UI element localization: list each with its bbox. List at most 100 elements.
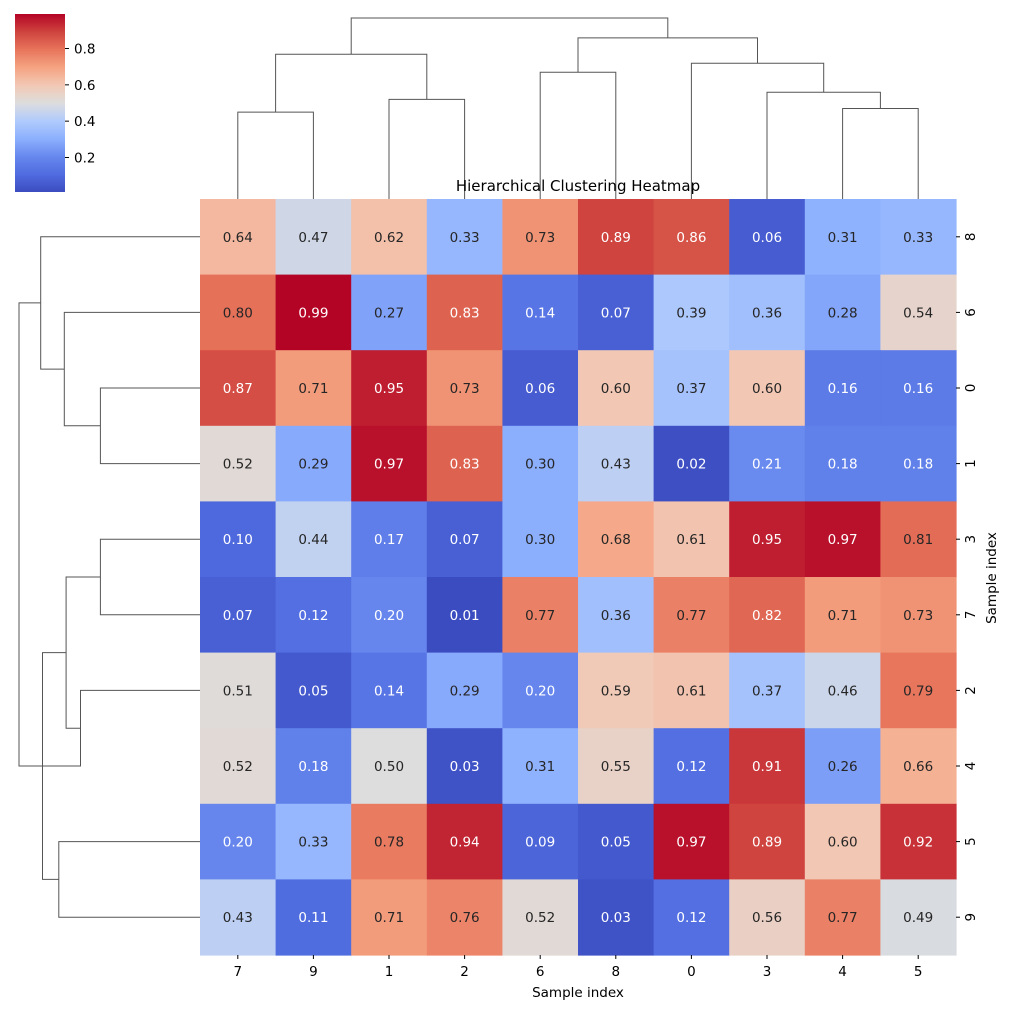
cell-value-label: 0.61	[676, 532, 706, 548]
cell-value-label: 0.17	[374, 532, 404, 548]
column-dendrogram-link	[350, 17, 669, 55]
heatmap-cell	[351, 803, 428, 880]
heatmap-cell	[502, 350, 579, 427]
cell-value-label: 0.87	[223, 381, 253, 397]
cell-value-label: 0.86	[676, 230, 706, 246]
y-tick-label: 7	[963, 611, 979, 620]
cell-value-label: 0.43	[601, 457, 631, 473]
y-tick-label: 0	[963, 384, 979, 393]
colorbar-ticks: 0.2 0.4 0.6 0.8	[65, 42, 95, 166]
heatmap-cell	[653, 350, 730, 427]
cell-value-label: 0.55	[601, 759, 631, 775]
cell-value-label: 0.59	[601, 683, 631, 699]
colorbar-tick-label: 0.2	[74, 150, 95, 166]
heatmap-cell	[200, 274, 277, 351]
y-axis-ticks: 8 6 0 1 3 7 2 4 5 9	[956, 233, 979, 922]
heatmap-cell	[578, 501, 655, 578]
cell-value-label: 0.52	[223, 457, 253, 473]
x-tick-label: 5	[914, 964, 923, 980]
cell-value-label: 0.31	[525, 759, 555, 775]
cell-value-label: 0.60	[828, 835, 858, 851]
colorbar-bar	[15, 14, 65, 192]
x-tick-label: 1	[385, 964, 394, 980]
cell-value-label: 0.05	[601, 835, 631, 851]
heatmap-cell	[578, 879, 655, 956]
y-tick-label: 9	[963, 913, 979, 922]
heatmap-cell	[200, 577, 277, 654]
cell-value-label: 0.09	[525, 835, 555, 851]
heatmap-cell	[578, 577, 655, 654]
cell-value-label: 0.10	[223, 532, 253, 548]
cell-value-label: 0.30	[525, 457, 555, 473]
heatmap-cell	[275, 501, 352, 578]
row-dendrogram	[18, 236, 200, 918]
cell-value-label: 0.79	[903, 683, 933, 699]
heatmap-cell	[578, 803, 655, 880]
heatmap-cell	[578, 350, 655, 427]
heatmap-cell	[804, 577, 881, 654]
heatmap-cell	[880, 879, 957, 956]
colorbar-tick-label: 0.8	[74, 42, 95, 58]
heatmap-cell	[502, 501, 579, 578]
heatmap-cell	[729, 577, 806, 654]
cell-value-label: 0.31	[828, 230, 858, 246]
heatmap-cell	[502, 274, 579, 351]
cell-value-label: 0.44	[298, 532, 328, 548]
cell-value-label: 0.18	[828, 457, 858, 473]
cell-value-label: 0.39	[676, 305, 706, 321]
heatmap-cell	[351, 652, 428, 729]
heatmap-cell	[880, 274, 957, 351]
heatmap-cell	[804, 652, 881, 729]
cell-value-label: 0.47	[298, 230, 328, 246]
y-tick-label: 5	[963, 837, 979, 846]
cell-value-label: 0.14	[374, 683, 404, 699]
cell-value-label: 0.28	[828, 305, 858, 321]
heatmap-cell	[729, 728, 806, 805]
heatmap-cells: 0.64 0.47 0.62 0.33 0.73 0.89 0.86 0.06 0.31 0.33…	[200, 199, 957, 956]
heatmap-cell	[729, 199, 806, 276]
cell-value-label: 0.20	[525, 683, 555, 699]
heatmap-cell	[275, 803, 352, 880]
cell-value-label: 0.06	[525, 381, 555, 397]
cell-value-label: 0.30	[525, 532, 555, 548]
heatmap-cell	[351, 199, 428, 276]
heatmap-cell	[502, 425, 579, 502]
row-dendrogram-link	[18, 302, 43, 767]
cell-value-label: 0.82	[752, 608, 782, 624]
chart-title: Hierarchical Clustering Heatmap	[456, 177, 700, 195]
heatmap-cell	[653, 879, 730, 956]
heatmap-cell	[804, 803, 881, 880]
cell-value-label: 0.52	[223, 759, 253, 775]
heatmap-cell	[653, 652, 730, 729]
cell-value-label: 0.81	[903, 532, 933, 548]
colorbar-tick-label: 0.4	[74, 114, 95, 130]
heatmap-cell	[426, 274, 503, 351]
cell-value-label: 0.02	[676, 457, 706, 473]
cell-value-label: 0.37	[752, 683, 782, 699]
heatmap-cell	[729, 879, 806, 956]
heatmap-cell	[804, 501, 881, 578]
heatmap-cell	[804, 350, 881, 427]
heatmap-cell	[351, 274, 428, 351]
cell-value-label: 0.83	[450, 305, 480, 321]
heatmap-cell	[880, 350, 957, 427]
x-tick-label: 4	[838, 964, 847, 980]
heatmap-cell	[426, 652, 503, 729]
row-dendrogram-link	[65, 576, 101, 729]
cell-value-label: 0.95	[374, 381, 404, 397]
cell-value-label: 0.03	[450, 759, 480, 775]
heatmap-cell	[578, 199, 655, 276]
heatmap-cell	[653, 728, 730, 805]
cell-value-label: 0.43	[223, 910, 253, 926]
x-tick-label: 2	[460, 964, 469, 980]
cell-value-label: 0.33	[450, 230, 480, 246]
heatmap-cell	[653, 501, 730, 578]
heatmap-cell	[880, 501, 957, 578]
cell-value-label: 0.78	[374, 835, 404, 851]
heatmap-cell	[502, 577, 579, 654]
cell-value-label: 0.56	[752, 910, 782, 926]
heatmap-cell	[502, 728, 579, 805]
cell-value-label: 0.14	[525, 305, 555, 321]
y-axis-label: Sample index	[984, 532, 1000, 624]
